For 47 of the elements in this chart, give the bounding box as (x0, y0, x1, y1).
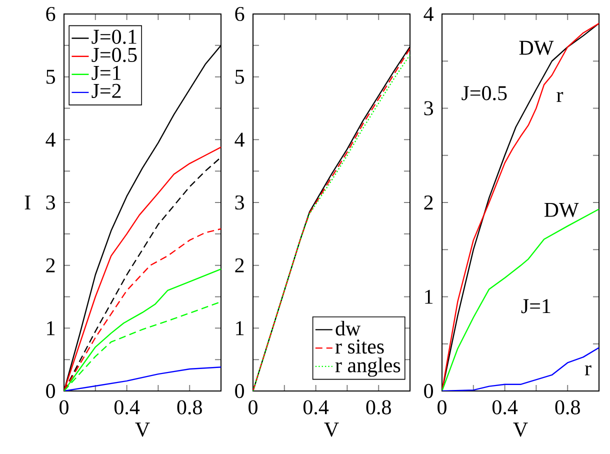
x-tick-label: 0.8 (177, 400, 202, 414)
annotation: J=1 (521, 299, 550, 314)
x-axis-title: V (135, 422, 150, 437)
y-tick-label: 1 (425, 290, 433, 304)
line-series (442, 347, 600, 391)
y-tick-label: 2 (424, 196, 433, 210)
y-tick-label: 4 (46, 132, 56, 147)
annotation: r (556, 92, 564, 102)
x-tick-label: 0 (438, 400, 446, 414)
y-tick-label: 2 (46, 258, 55, 272)
x-tick-label: 0.4 (303, 400, 329, 414)
x-tick-label: 0 (248, 400, 258, 414)
y-tick-label: 1 (47, 321, 55, 336)
x-tick-label: 0.8 (555, 400, 580, 414)
x-tick-label: 0.4 (492, 400, 518, 414)
y-tick-label: 5 (46, 70, 55, 84)
legend-label: J=0.1 (92, 30, 136, 44)
y-tick-label: 4 (234, 132, 244, 147)
annotation: DW (544, 203, 579, 218)
y-tick-label: 3 (424, 101, 433, 116)
y-tick-label: 6 (46, 6, 56, 22)
x-tick-label: 0.4 (114, 400, 140, 414)
legend-label: dw (336, 320, 361, 336)
legend-label: J=1 (92, 66, 121, 80)
x-axis-title: V (324, 422, 339, 437)
y-tick-label: 0 (424, 384, 434, 398)
y-tick-label: 1 (236, 321, 244, 336)
y-tick-label: 3 (46, 195, 55, 210)
y-axis-title: I (24, 196, 30, 210)
y-tick-label: 3 (235, 195, 244, 210)
x-axis-title: V (513, 422, 528, 437)
y-tick-label: 6 (235, 6, 244, 22)
y-tick-label: 4 (424, 7, 434, 21)
x-tick-label: 0.8 (366, 400, 391, 414)
line-series (64, 366, 222, 391)
y-tick-label: 0 (235, 384, 244, 398)
x-tick-label: 0 (60, 400, 68, 414)
legend-label: J=0.5 (92, 48, 137, 62)
y-tick-label: 2 (235, 258, 244, 272)
y-tick-label: 5 (236, 70, 244, 84)
annotation: r (584, 365, 592, 376)
annotation: DW (519, 40, 554, 55)
legend-label: r sites (335, 340, 384, 354)
legend-label: r angles (335, 358, 400, 377)
y-tick-label: 0 (46, 384, 56, 398)
legend-label: J=2 (92, 84, 121, 98)
annotation: J=0.5 (462, 86, 507, 100)
